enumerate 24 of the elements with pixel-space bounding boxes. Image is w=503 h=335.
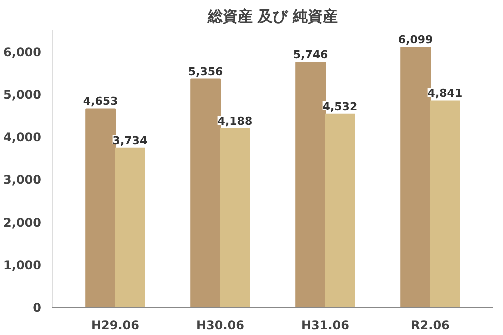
- data-label: 4,532: [322, 100, 358, 114]
- bar: [430, 100, 460, 308]
- y-tick-label: 0: [33, 301, 42, 315]
- chart-title: 総資産 及び 純資産: [206, 8, 338, 26]
- bar: [220, 128, 250, 308]
- data-label: 4,188: [218, 115, 253, 128]
- data-label: 4,653: [83, 95, 118, 108]
- x-tick-label: R2.06: [411, 318, 450, 332]
- y-tick-label: 4,000: [4, 130, 42, 145]
- x-tick-label: H29.06: [92, 318, 140, 332]
- data-label: 3,734: [112, 134, 148, 148]
- y-tick-label: 1,000: [4, 258, 42, 272]
- data-label: 5,356: [188, 65, 224, 78]
- y-tick-label: 3,000: [4, 173, 42, 188]
- x-tick-label: H31.06: [302, 318, 350, 332]
- data-label: 6,099: [398, 34, 434, 47]
- y-tick-label: 6,000: [4, 45, 42, 60]
- data-label: 5,746: [293, 48, 329, 62]
- x-tick-label: H30.06: [196, 318, 244, 332]
- y-tick-label: 2,000: [4, 216, 42, 230]
- y-tick-label: 5,000: [4, 88, 42, 102]
- bar: [325, 114, 356, 308]
- data-label: 4,841: [428, 87, 463, 100]
- bar: [115, 148, 146, 308]
